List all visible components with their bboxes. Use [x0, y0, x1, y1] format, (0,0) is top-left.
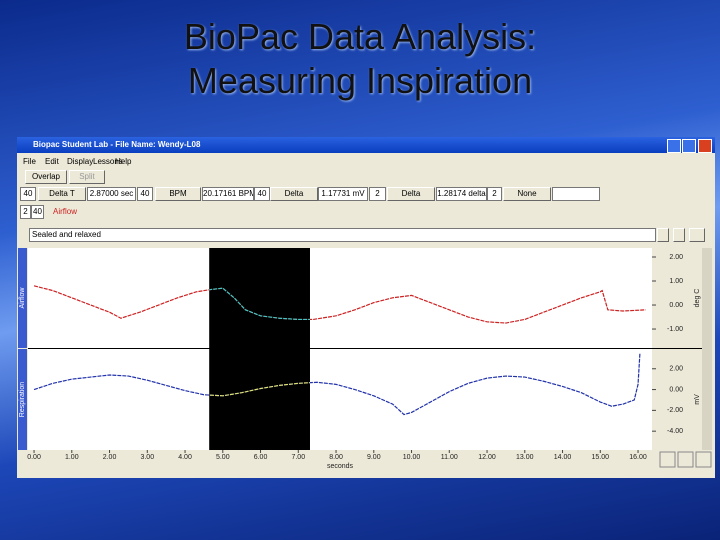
x-tick-label: 15.00 [592, 454, 610, 461]
trace [33, 285, 646, 324]
channel-strip [18, 248, 27, 348]
trace [33, 353, 641, 416]
tool-button[interactable] [677, 451, 694, 468]
measure-field[interactable]: 40 [254, 187, 270, 201]
journal-field[interactable]: Sealed and relaxed [29, 228, 656, 242]
menu-item[interactable]: Edit [45, 157, 59, 166]
x-tick-label: 1.00 [65, 454, 79, 461]
measure-field[interactable]: 2 [487, 187, 502, 201]
x-tick-label: 3.00 [140, 454, 154, 461]
x-tick-label: 8.00 [329, 454, 343, 461]
menu-item[interactable]: Display [67, 157, 94, 166]
menu-item[interactable]: File [23, 157, 36, 166]
scroll-right[interactable] [673, 228, 685, 242]
x-tick-label: 2.00 [103, 454, 117, 461]
measure-field[interactable]: 40 [137, 187, 153, 201]
measure-field[interactable]: 1.17731 mV [318, 187, 368, 201]
x-tick-label: 0.00 [27, 454, 41, 461]
channel-box[interactable]: 40 [31, 205, 44, 219]
channel-strip [18, 349, 27, 450]
selection [209, 248, 310, 348]
minimize[interactable] [667, 139, 681, 153]
measure-button[interactable]: None [503, 187, 551, 201]
menu-item[interactable]: Lessons [93, 157, 123, 166]
x-tick-label: 7.00 [291, 454, 305, 461]
unit-label: deg C [694, 289, 701, 308]
measure-button[interactable]: Delta [270, 187, 318, 201]
title-bar: Biopac Student Lab - File Name: Wendy-L0… [17, 137, 715, 153]
channel-box[interactable]: 2 [20, 205, 31, 219]
measure-field[interactable]: 1.28174 delta [436, 187, 487, 201]
slide-title: Measuring Inspiration [187, 60, 533, 101]
x-tick-label: 4.00 [178, 454, 192, 461]
y-tick-label: 0.00 [669, 386, 683, 393]
dropdown[interactable] [689, 228, 705, 242]
y-tick-label: -2.00 [667, 407, 683, 414]
y-tick-label: 2.00 [669, 254, 683, 261]
measure-field[interactable]: 40 [20, 187, 36, 201]
x-tick-label: 9.00 [367, 454, 381, 461]
tool-button[interactable] [695, 451, 712, 468]
slide-title: BioPac Data Analysis: [183, 16, 537, 57]
y-tick-label: 2.00 [669, 366, 683, 373]
split-button[interactable]: Split [69, 170, 105, 184]
window-title: Biopac Student Lab - File Name: Wendy-L0… [33, 140, 201, 149]
overlap-button[interactable]: Overlap [25, 170, 67, 184]
menu-item[interactable]: Help [115, 157, 132, 166]
close[interactable] [698, 139, 712, 153]
x-tick-label: 6.00 [254, 454, 268, 461]
x-tick-label: 14.00 [554, 454, 572, 461]
channel-name: Airflow [53, 207, 78, 216]
scroll-left[interactable] [657, 228, 669, 242]
x-tick-label: 12.00 [478, 454, 496, 461]
unit-label: mV [694, 394, 701, 405]
measure-button[interactable]: Delta T [38, 187, 86, 201]
y-tick-label: -4.00 [667, 428, 683, 435]
x-axis-label: seconds [327, 463, 354, 470]
selection [209, 349, 310, 450]
y-tick-label: -1.00 [667, 326, 683, 333]
tool-button[interactable] [659, 451, 676, 468]
measure-field[interactable] [552, 187, 600, 201]
x-tick-label: 16.00 [629, 454, 647, 461]
x-tick-label: 5.00 [216, 454, 230, 461]
measure-button[interactable]: Delta [387, 187, 435, 201]
x-tick-label: 11.00 [441, 454, 458, 461]
x-tick-label: 13.00 [516, 454, 534, 461]
scrollbar [702, 248, 712, 450]
x-tick-label: 10.00 [403, 454, 421, 461]
measure-field[interactable]: 20.17161 BPM [202, 187, 254, 201]
y-tick-label: 1.00 [669, 278, 683, 285]
channel-label: Respiration [19, 382, 26, 418]
y-tick-label: 0.00 [669, 302, 683, 309]
measure-field[interactable]: 2.87000 sec [87, 187, 136, 201]
maximize[interactable] [682, 139, 696, 153]
channel-label: Airflow [19, 287, 26, 309]
measure-field[interactable]: 2 [369, 187, 386, 201]
measure-button[interactable]: BPM [155, 187, 201, 201]
